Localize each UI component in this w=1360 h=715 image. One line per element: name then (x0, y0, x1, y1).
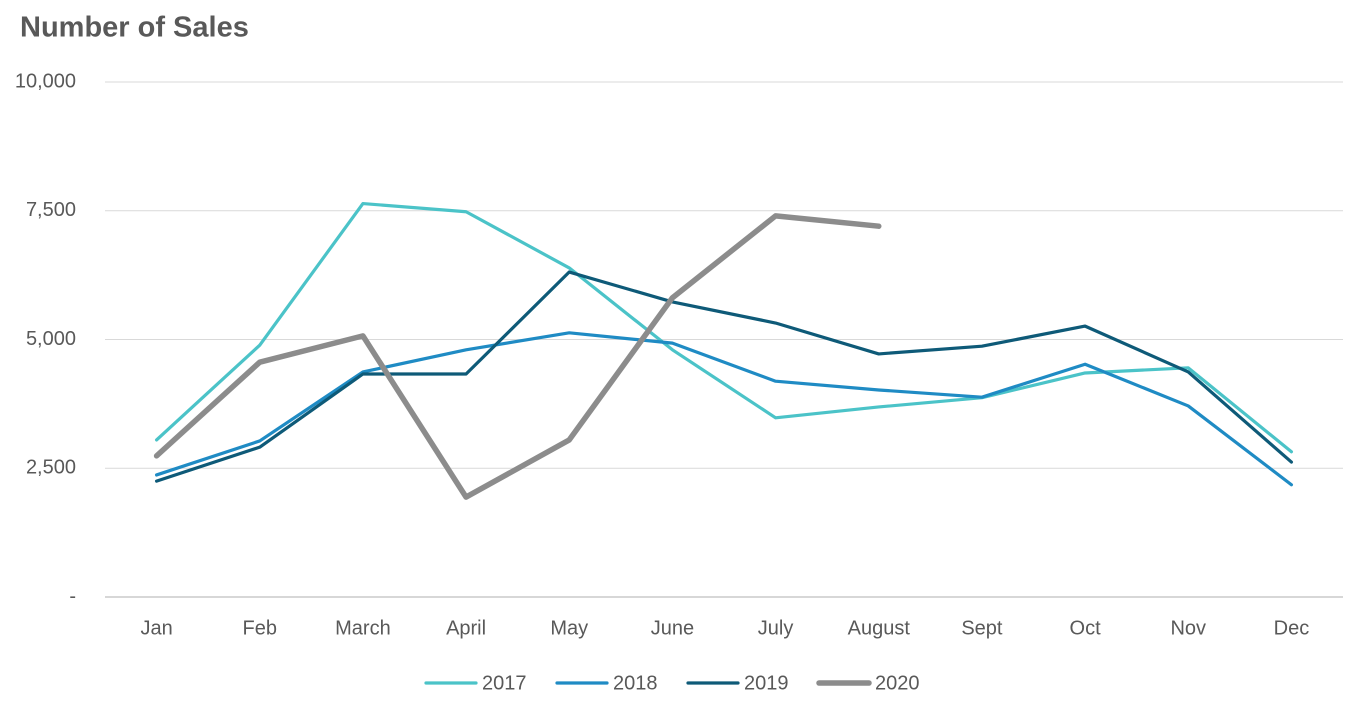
x-tick-label: June (651, 617, 694, 639)
legend-label: 2020 (875, 672, 920, 694)
series-line (154, 270, 1294, 483)
x-tick-label: Jan (140, 617, 172, 639)
chart-title: Number of Sales (20, 12, 249, 44)
x-tick-label: Feb (243, 617, 277, 639)
x-tick-label: April (446, 617, 486, 639)
y-tick-label: 10,000 (15, 70, 76, 92)
x-tick-label: Sept (961, 617, 1003, 639)
x-tick-label: March (335, 617, 391, 639)
y-tick-label: 7,500 (26, 199, 76, 221)
y-tick-label: 2,500 (26, 457, 76, 479)
y-tick-label: 5,000 (26, 328, 76, 350)
x-tick-label: Dec (1274, 617, 1310, 639)
series-line (154, 201, 1294, 454)
series-line (154, 331, 1294, 487)
x-tick-label: Oct (1070, 617, 1102, 639)
series-line (153, 213, 882, 500)
legend-label: 2019 (744, 672, 789, 694)
legend-label: 2018 (613, 672, 658, 694)
x-tick-label: May (550, 617, 588, 639)
x-tick-label: Nov (1170, 617, 1206, 639)
x-tick-label: July (758, 617, 794, 639)
x-tick-label: August (848, 617, 911, 639)
legend-label: 2017 (482, 672, 527, 694)
y-tick-label: - (69, 585, 76, 607)
